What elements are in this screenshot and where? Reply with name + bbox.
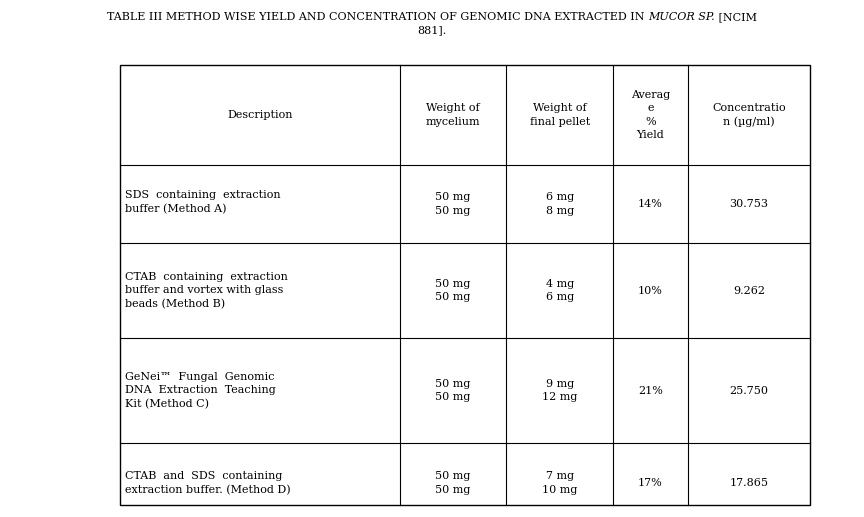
Text: 10%: 10%: [638, 285, 663, 296]
Text: MUCOR SP.: MUCOR SP.: [648, 12, 715, 22]
Text: Concentratio
n (µg/ml): Concentratio n (µg/ml): [712, 103, 785, 127]
Text: 881].: 881].: [417, 25, 447, 35]
Text: 21%: 21%: [638, 386, 663, 396]
Text: [NCIM: [NCIM: [715, 12, 757, 22]
Text: 50 mg
50 mg: 50 mg 50 mg: [435, 192, 471, 216]
Text: 30.753: 30.753: [729, 199, 768, 209]
Text: 17.865: 17.865: [729, 478, 768, 488]
Text: 14%: 14%: [638, 199, 663, 209]
Text: Weight of
final pellet: Weight of final pellet: [530, 103, 590, 127]
Text: 50 mg
50 mg: 50 mg 50 mg: [435, 279, 471, 302]
Text: 6 mg
8 mg: 6 mg 8 mg: [545, 192, 574, 216]
Text: TABLE III METHOD WISE YIELD AND CONCENTRATION OF GENOMIC DNA EXTRACTED IN: TABLE III METHOD WISE YIELD AND CONCENTR…: [107, 12, 648, 22]
Text: 9 mg
12 mg: 9 mg 12 mg: [542, 378, 577, 402]
Text: 50 mg
50 mg: 50 mg 50 mg: [435, 471, 471, 495]
Text: 9.262: 9.262: [733, 285, 765, 296]
Bar: [120, 65, 810, 505]
Text: CTAB  and  SDS  containing
extraction buffer. (Method D): CTAB and SDS containing extraction buffe…: [125, 471, 290, 495]
Text: Weight of
mycelium: Weight of mycelium: [426, 103, 480, 127]
Text: 50 mg
50 mg: 50 mg 50 mg: [435, 378, 471, 402]
Text: Description: Description: [227, 110, 293, 120]
Text: SDS  containing  extraction
buffer (Method A): SDS containing extraction buffer (Method…: [125, 190, 281, 214]
Text: 4 mg
6 mg: 4 mg 6 mg: [545, 279, 574, 302]
Text: 7 mg
10 mg: 7 mg 10 mg: [542, 471, 577, 495]
Text: 25.750: 25.750: [729, 386, 768, 396]
Text: Averag
e
%
Yield: Averag e % Yield: [631, 89, 670, 141]
Text: CTAB  containing  extraction
buffer and vortex with glass
beads (Method B): CTAB containing extraction buffer and vo…: [125, 271, 288, 309]
Text: GeNei™  Fungal  Genomic
DNA  Extraction  Teaching
Kit (Method C): GeNei™ Fungal Genomic DNA Extraction Tea…: [125, 372, 276, 409]
Text: 17%: 17%: [638, 478, 663, 488]
